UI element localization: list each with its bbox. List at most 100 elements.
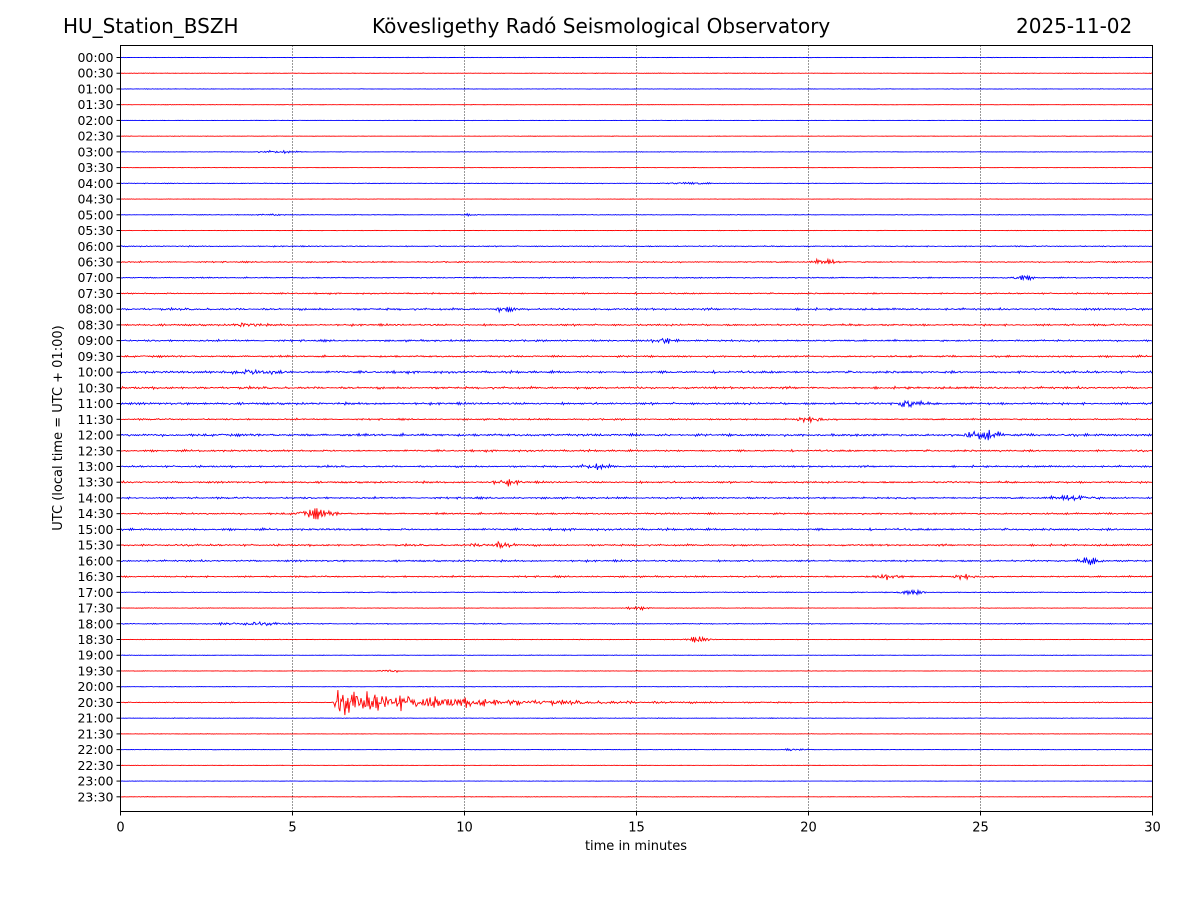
trace-1400 — [120, 494, 1153, 502]
y-tick-label: 03:00 — [77, 144, 113, 159]
y-tick-label: 15:00 — [77, 522, 113, 537]
trace-0930 — [120, 354, 1153, 359]
y-tick-label: 00:30 — [77, 66, 113, 81]
trace-0300 — [120, 149, 1153, 155]
trace-0730 — [120, 291, 1153, 296]
trace-0000 — [120, 56, 1153, 59]
grid-lines — [292, 45, 981, 812]
y-tick-label: 10:00 — [77, 365, 113, 380]
y-tick-label: 17:00 — [77, 585, 113, 600]
y-tick-label: 21:00 — [77, 711, 113, 726]
trace-0400 — [120, 181, 1153, 185]
y-tick-label: 12:00 — [77, 428, 113, 443]
y-tick-label: 05:30 — [77, 223, 113, 238]
trace-2200 — [120, 747, 1153, 752]
x-tick-label: 15 — [628, 821, 645, 836]
y-tick-label: 16:00 — [77, 553, 113, 568]
x-tick-label: 10 — [456, 821, 473, 836]
y-tick-label: 04:00 — [77, 176, 113, 191]
y-tick-label: 14:00 — [77, 490, 113, 505]
y-tick-label: 16:30 — [77, 569, 113, 584]
trace-0530 — [120, 229, 1153, 232]
trace-1430 — [120, 508, 1153, 520]
trace-1130 — [120, 416, 1153, 424]
trace-1800 — [120, 621, 1153, 627]
y-tick-label: 00:00 — [77, 50, 113, 65]
trace-1000 — [120, 368, 1153, 376]
x-tick-label: 20 — [800, 821, 817, 836]
trace-0900 — [120, 337, 1153, 345]
x-tick-label: 0 — [116, 821, 124, 836]
y-tick-label: 09:30 — [77, 349, 113, 364]
trace-1300 — [120, 463, 1153, 471]
trace-0830 — [120, 322, 1153, 328]
trace-1200 — [120, 429, 1153, 441]
trace-1100 — [120, 399, 1153, 409]
y-tick-label: 08:30 — [77, 317, 113, 332]
y-tick-label: 18:30 — [77, 632, 113, 647]
y-tick-label: 07:00 — [77, 270, 113, 285]
trace-2230 — [120, 764, 1153, 767]
trace-1030 — [120, 385, 1153, 391]
trace-1530 — [120, 540, 1153, 550]
y-tick-label: 09:00 — [77, 333, 113, 348]
trace-0700 — [120, 274, 1153, 282]
y-tick-label: 19:30 — [77, 663, 113, 678]
trace-0030 — [120, 72, 1153, 75]
x-axis: 0 5 10 15 20 25 30 — [116, 811, 1161, 836]
y-tick-label: 20:30 — [77, 695, 113, 710]
y-tick-label: 17:30 — [77, 601, 113, 616]
y-tick-label: 23:00 — [77, 774, 113, 789]
trace-1830 — [120, 635, 1153, 643]
trace-1500 — [120, 527, 1153, 532]
station-name: HU_Station_BSZH — [63, 14, 239, 38]
trace-1730 — [120, 605, 1153, 612]
y-tick-label: 10:30 — [77, 380, 113, 395]
x-tick-label: 30 — [1144, 821, 1161, 836]
trace-0100 — [120, 88, 1153, 90]
trace-2130 — [120, 733, 1153, 735]
trace-2000 — [120, 685, 1153, 688]
y-tick-label: 19:00 — [77, 648, 113, 663]
observatory-title: Kövesligethy Radó Seismological Observat… — [372, 14, 831, 38]
trace-0130 — [120, 103, 1153, 106]
trace-0600 — [120, 244, 1153, 248]
trace-0230 — [120, 135, 1153, 137]
y-tick-label: 18:00 — [77, 616, 113, 631]
trace-1930 — [120, 669, 1153, 674]
trace-1330 — [120, 479, 1153, 487]
y-tick-label: 01:00 — [77, 81, 113, 96]
y-tick-label: 21:30 — [77, 726, 113, 741]
trace-2100 — [120, 717, 1153, 720]
y-tick-label: 03:30 — [77, 160, 113, 175]
y-tick-label: 06:30 — [77, 254, 113, 269]
y-tick-label: 23:30 — [77, 789, 113, 804]
y-tick-label: 12:30 — [77, 443, 113, 458]
y-tick-label: 14:30 — [77, 506, 113, 521]
trace-1600 — [120, 556, 1153, 566]
x-tick-label: 5 — [288, 821, 296, 836]
y-tick-label: 02:00 — [77, 113, 113, 128]
trace-1900 — [120, 654, 1153, 657]
trace-2330 — [120, 796, 1153, 798]
y-tick-label: 08:00 — [77, 302, 113, 317]
y-axis: 00:0000:3001:0001:3002:0002:3003:0003:30… — [77, 50, 121, 804]
trace-1630 — [120, 573, 1153, 581]
y-tick-label: 06:00 — [77, 239, 113, 254]
y-tick-label: 01:30 — [77, 97, 113, 112]
y-tick-label: 20:00 — [77, 679, 113, 694]
y-tick-label: 11:30 — [77, 412, 113, 427]
y-tick-label: 15:30 — [77, 538, 113, 553]
record-date: 2025-11-02 — [1016, 14, 1133, 38]
y-tick-label: 04:30 — [77, 192, 113, 207]
x-axis-label: time in minutes — [585, 839, 687, 854]
y-tick-label: 07:30 — [77, 286, 113, 301]
y-tick-label: 11:00 — [77, 396, 113, 411]
trace-1700 — [120, 588, 1153, 596]
y-tick-label: 22:30 — [77, 758, 113, 773]
y-tick-label: 13:00 — [77, 459, 113, 474]
y-tick-label: 02:30 — [77, 129, 113, 144]
x-tick-label: 25 — [972, 821, 989, 836]
